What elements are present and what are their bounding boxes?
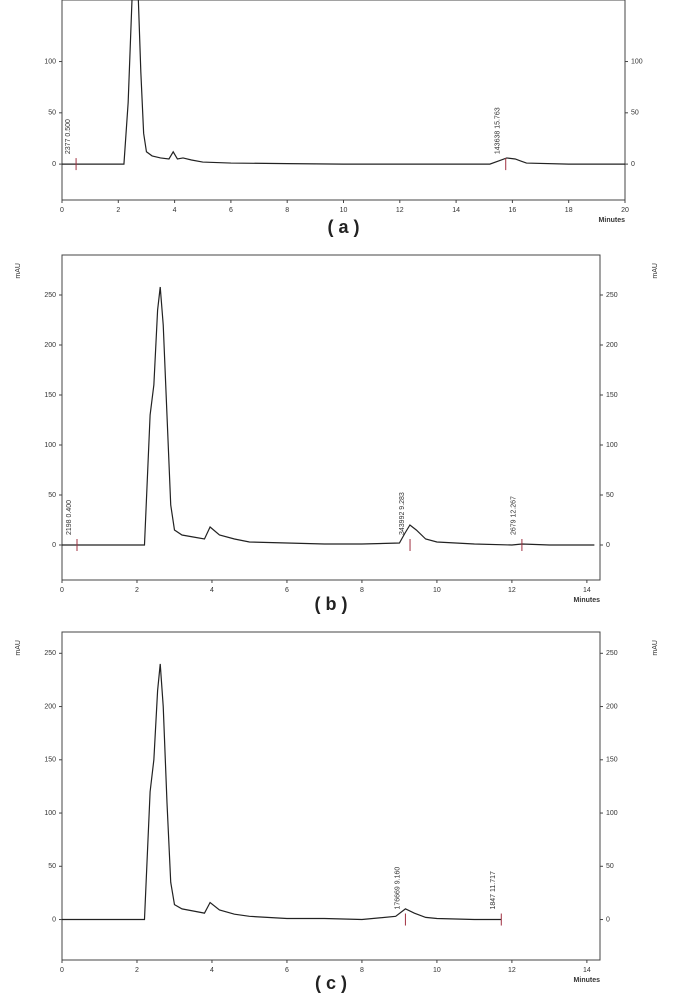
y-tick-label-right: 0 bbox=[631, 161, 635, 168]
x-tick-label: 14 bbox=[583, 587, 591, 594]
peak-label: 2377 0.500 bbox=[65, 119, 72, 154]
panel-caption: ( c ) bbox=[315, 973, 347, 993]
y-tick-label: 50 bbox=[48, 110, 56, 117]
trace bbox=[62, 0, 625, 165]
panel-caption: ( a ) bbox=[327, 217, 359, 237]
y-tick-label-right: 250 bbox=[606, 292, 618, 299]
y-axis-label-right: mAU bbox=[652, 640, 659, 656]
plot-frame bbox=[61, 631, 601, 961]
x-tick-label: 6 bbox=[285, 587, 289, 594]
y-tick-label-right: 100 bbox=[606, 810, 618, 817]
trace bbox=[62, 663, 502, 921]
y-tick-label-right: 0 bbox=[606, 542, 610, 549]
peak-label: 2198 0.400 bbox=[66, 500, 73, 535]
x-tick-label: 10 bbox=[433, 587, 441, 594]
y-tick-label: 200 bbox=[44, 703, 56, 710]
y-tick-label: 100 bbox=[44, 58, 56, 65]
x-tick-label: 14 bbox=[583, 967, 591, 974]
x-tick-label: 4 bbox=[173, 207, 177, 214]
y-tick-label: 250 bbox=[44, 650, 56, 657]
y-axis-label: mAU bbox=[15, 640, 22, 656]
x-tick-label: 0 bbox=[60, 587, 64, 594]
x-tick-label: 6 bbox=[285, 967, 289, 974]
x-tick-label: 10 bbox=[340, 207, 348, 214]
y-tick-label-right: 200 bbox=[606, 703, 618, 710]
y-axis-label-right: mAU bbox=[652, 263, 659, 279]
x-tick-label: 2 bbox=[135, 587, 139, 594]
x-tick-label: 4 bbox=[210, 587, 214, 594]
x-tick-label: 8 bbox=[285, 207, 289, 214]
y-tick-label-right: 50 bbox=[606, 492, 614, 499]
trace bbox=[62, 286, 595, 546]
y-tick-label-right: 50 bbox=[631, 110, 639, 117]
x-tick-label: 2 bbox=[135, 967, 139, 974]
x-tick-label: 16 bbox=[509, 207, 517, 214]
y-tick-label: 0 bbox=[52, 161, 56, 168]
y-tick-label: 0 bbox=[52, 542, 56, 549]
x-axis-label: Minutes bbox=[574, 597, 601, 604]
peak-label: 2679 12.267 bbox=[511, 496, 518, 535]
x-tick-label: 20 bbox=[621, 207, 629, 214]
y-tick-label-right: 150 bbox=[606, 757, 618, 764]
y-tick-label-right: 200 bbox=[606, 342, 618, 349]
x-tick-label: 0 bbox=[60, 207, 64, 214]
x-tick-label: 8 bbox=[360, 967, 364, 974]
y-tick-label: 50 bbox=[48, 492, 56, 499]
x-tick-label: 12 bbox=[508, 587, 516, 594]
plot-frame bbox=[61, 0, 626, 201]
panel: 0 0 50 50 100 100 150 150 200 200 250 250 0 2 4 6 8 10 12 1… bbox=[15, 631, 659, 993]
x-tick-label: 0 bbox=[60, 967, 64, 974]
y-tick-label-right: 50 bbox=[606, 863, 614, 870]
peak-label: 343992 9.283 bbox=[399, 492, 406, 535]
y-tick-label-right: 250 bbox=[606, 650, 618, 657]
y-tick-label-right: 150 bbox=[606, 392, 618, 399]
panel-caption: ( b ) bbox=[315, 594, 348, 614]
x-tick-label: 10 bbox=[433, 967, 441, 974]
x-axis-label: Minutes bbox=[574, 977, 601, 984]
x-tick-label: 14 bbox=[452, 207, 460, 214]
y-tick-label-right: 100 bbox=[631, 58, 643, 65]
x-tick-label: 6 bbox=[229, 207, 233, 214]
peak-label: 143638 15.763 bbox=[495, 107, 502, 154]
x-tick-label: 8 bbox=[360, 587, 364, 594]
y-tick-label: 100 bbox=[44, 810, 56, 817]
x-tick-label: 12 bbox=[396, 207, 404, 214]
plot-frame bbox=[61, 254, 601, 581]
y-tick-label-right: 100 bbox=[606, 442, 618, 449]
y-tick-label: 250 bbox=[44, 292, 56, 299]
y-tick-label: 100 bbox=[44, 442, 56, 449]
peak-label: 1847 11.717 bbox=[490, 871, 497, 910]
panel: 0 0 50 50 100 100 0 2 4 6 8 10 12 14 16 18 20 Minutes ( a … bbox=[44, 0, 643, 237]
peak-label: 176669 9.160 bbox=[394, 867, 401, 910]
y-tick-label: 50 bbox=[48, 863, 56, 870]
y-tick-label: 150 bbox=[44, 392, 56, 399]
y-axis-label: mAU bbox=[15, 263, 22, 279]
y-tick-label: 0 bbox=[52, 916, 56, 923]
panel: 0 0 50 50 100 100 150 150 200 200 250 250 0 2 4 6 8 10 12 1… bbox=[15, 254, 659, 614]
y-tick-label: 200 bbox=[44, 342, 56, 349]
x-tick-label: 12 bbox=[508, 967, 516, 974]
x-tick-label: 18 bbox=[565, 207, 573, 214]
y-tick-label: 150 bbox=[44, 757, 56, 764]
x-axis-label: Minutes bbox=[599, 217, 626, 224]
x-tick-label: 2 bbox=[116, 207, 120, 214]
x-tick-label: 4 bbox=[210, 967, 214, 974]
y-tick-label-right: 0 bbox=[606, 916, 610, 923]
